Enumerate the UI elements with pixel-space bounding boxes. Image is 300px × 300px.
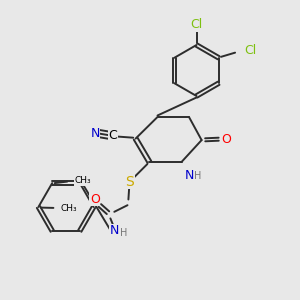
Text: O: O — [90, 193, 100, 206]
Text: N: N — [90, 127, 100, 140]
Text: CH₃: CH₃ — [60, 204, 77, 213]
Text: N: N — [184, 169, 194, 182]
Text: H: H — [120, 227, 127, 238]
Text: H: H — [194, 171, 202, 182]
Text: Cl: Cl — [190, 18, 202, 32]
Text: CH₃: CH₃ — [74, 176, 91, 185]
Text: O: O — [221, 133, 231, 146]
Text: Cl: Cl — [244, 44, 256, 57]
Text: S: S — [125, 175, 134, 188]
Text: C: C — [109, 129, 118, 142]
Text: N: N — [110, 224, 119, 238]
